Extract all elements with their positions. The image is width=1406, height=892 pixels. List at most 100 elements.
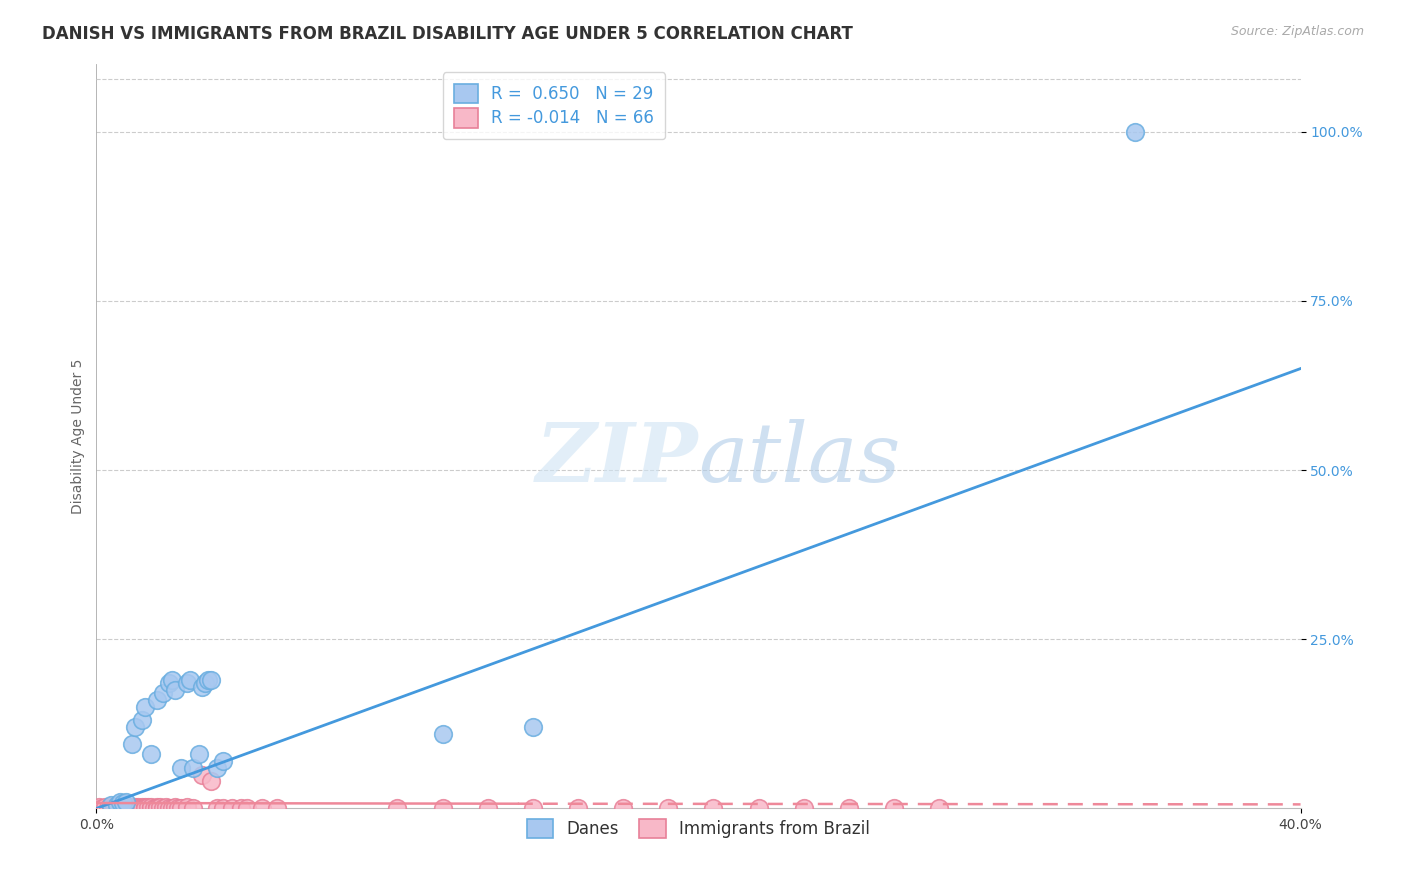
- Point: [266, 801, 288, 815]
- Point: [1123, 125, 1146, 139]
- Point: [157, 801, 180, 815]
- Point: [169, 761, 191, 775]
- Point: [236, 801, 259, 815]
- Point: [163, 800, 186, 814]
- Point: [145, 800, 167, 814]
- Point: [477, 801, 499, 815]
- Text: Source: ZipAtlas.com: Source: ZipAtlas.com: [1230, 25, 1364, 38]
- Point: [89, 800, 111, 814]
- Text: DANISH VS IMMIGRANTS FROM BRAZIL DISABILITY AGE UNDER 5 CORRELATION CHART: DANISH VS IMMIGRANTS FROM BRAZIL DISABIL…: [42, 25, 853, 43]
- Point: [115, 801, 138, 815]
- Point: [152, 801, 174, 815]
- Point: [181, 761, 204, 775]
- Point: [112, 796, 135, 810]
- Text: ZIP: ZIP: [536, 418, 699, 499]
- Point: [190, 680, 212, 694]
- Point: [131, 714, 153, 728]
- Point: [128, 800, 150, 814]
- Point: [166, 801, 188, 815]
- Point: [176, 676, 198, 690]
- Point: [103, 800, 125, 814]
- Point: [145, 801, 167, 815]
- Point: [194, 676, 217, 690]
- Point: [124, 720, 146, 734]
- Point: [134, 800, 156, 814]
- Point: [187, 747, 209, 762]
- Y-axis label: Disability Age Under 5: Disability Age Under 5: [72, 359, 86, 514]
- Point: [118, 801, 141, 815]
- Legend: Danes, Immigrants from Brazil: Danes, Immigrants from Brazil: [520, 813, 877, 845]
- Point: [112, 800, 135, 814]
- Point: [229, 801, 252, 815]
- Point: [169, 801, 191, 815]
- Point: [221, 801, 243, 815]
- Point: [928, 801, 950, 815]
- Point: [107, 800, 129, 814]
- Point: [110, 801, 132, 815]
- Point: [567, 801, 589, 815]
- Point: [748, 801, 770, 815]
- Point: [128, 801, 150, 815]
- Point: [657, 801, 679, 815]
- Point: [134, 700, 156, 714]
- Point: [139, 800, 162, 814]
- Point: [100, 801, 122, 815]
- Point: [136, 800, 159, 814]
- Point: [160, 673, 183, 687]
- Point: [160, 801, 183, 815]
- Point: [702, 801, 724, 815]
- Point: [197, 673, 219, 687]
- Point: [145, 693, 167, 707]
- Point: [118, 800, 141, 814]
- Point: [131, 801, 153, 815]
- Point: [107, 801, 129, 815]
- Point: [157, 676, 180, 690]
- Point: [115, 800, 138, 814]
- Point: [121, 801, 143, 815]
- Point: [107, 798, 129, 813]
- Point: [97, 801, 120, 815]
- Point: [179, 673, 201, 687]
- Point: [139, 747, 162, 762]
- Point: [522, 720, 544, 734]
- Point: [103, 801, 125, 815]
- Point: [121, 737, 143, 751]
- Point: [838, 801, 860, 815]
- Point: [142, 801, 165, 815]
- Point: [94, 800, 117, 814]
- Point: [522, 801, 544, 815]
- Point: [91, 801, 114, 815]
- Text: atlas: atlas: [699, 418, 901, 499]
- Point: [190, 767, 212, 781]
- Point: [883, 801, 905, 815]
- Point: [432, 727, 454, 741]
- Point: [163, 683, 186, 698]
- Point: [112, 801, 135, 815]
- Point: [181, 801, 204, 815]
- Point: [612, 801, 634, 815]
- Point: [131, 800, 153, 814]
- Point: [121, 800, 143, 814]
- Point: [124, 800, 146, 814]
- Point: [134, 801, 156, 815]
- Point: [250, 801, 273, 815]
- Point: [139, 801, 162, 815]
- Point: [124, 801, 146, 815]
- Point: [152, 686, 174, 700]
- Point: [148, 800, 170, 814]
- Point: [205, 761, 228, 775]
- Point: [110, 795, 132, 809]
- Point: [100, 798, 122, 813]
- Point: [432, 801, 454, 815]
- Point: [211, 754, 233, 768]
- Point: [387, 801, 409, 815]
- Point: [110, 800, 132, 814]
- Point: [176, 800, 198, 814]
- Point: [793, 801, 815, 815]
- Point: [115, 795, 138, 809]
- Point: [205, 801, 228, 815]
- Point: [100, 800, 122, 814]
- Point: [200, 673, 222, 687]
- Point: [155, 800, 177, 814]
- Point: [211, 801, 233, 815]
